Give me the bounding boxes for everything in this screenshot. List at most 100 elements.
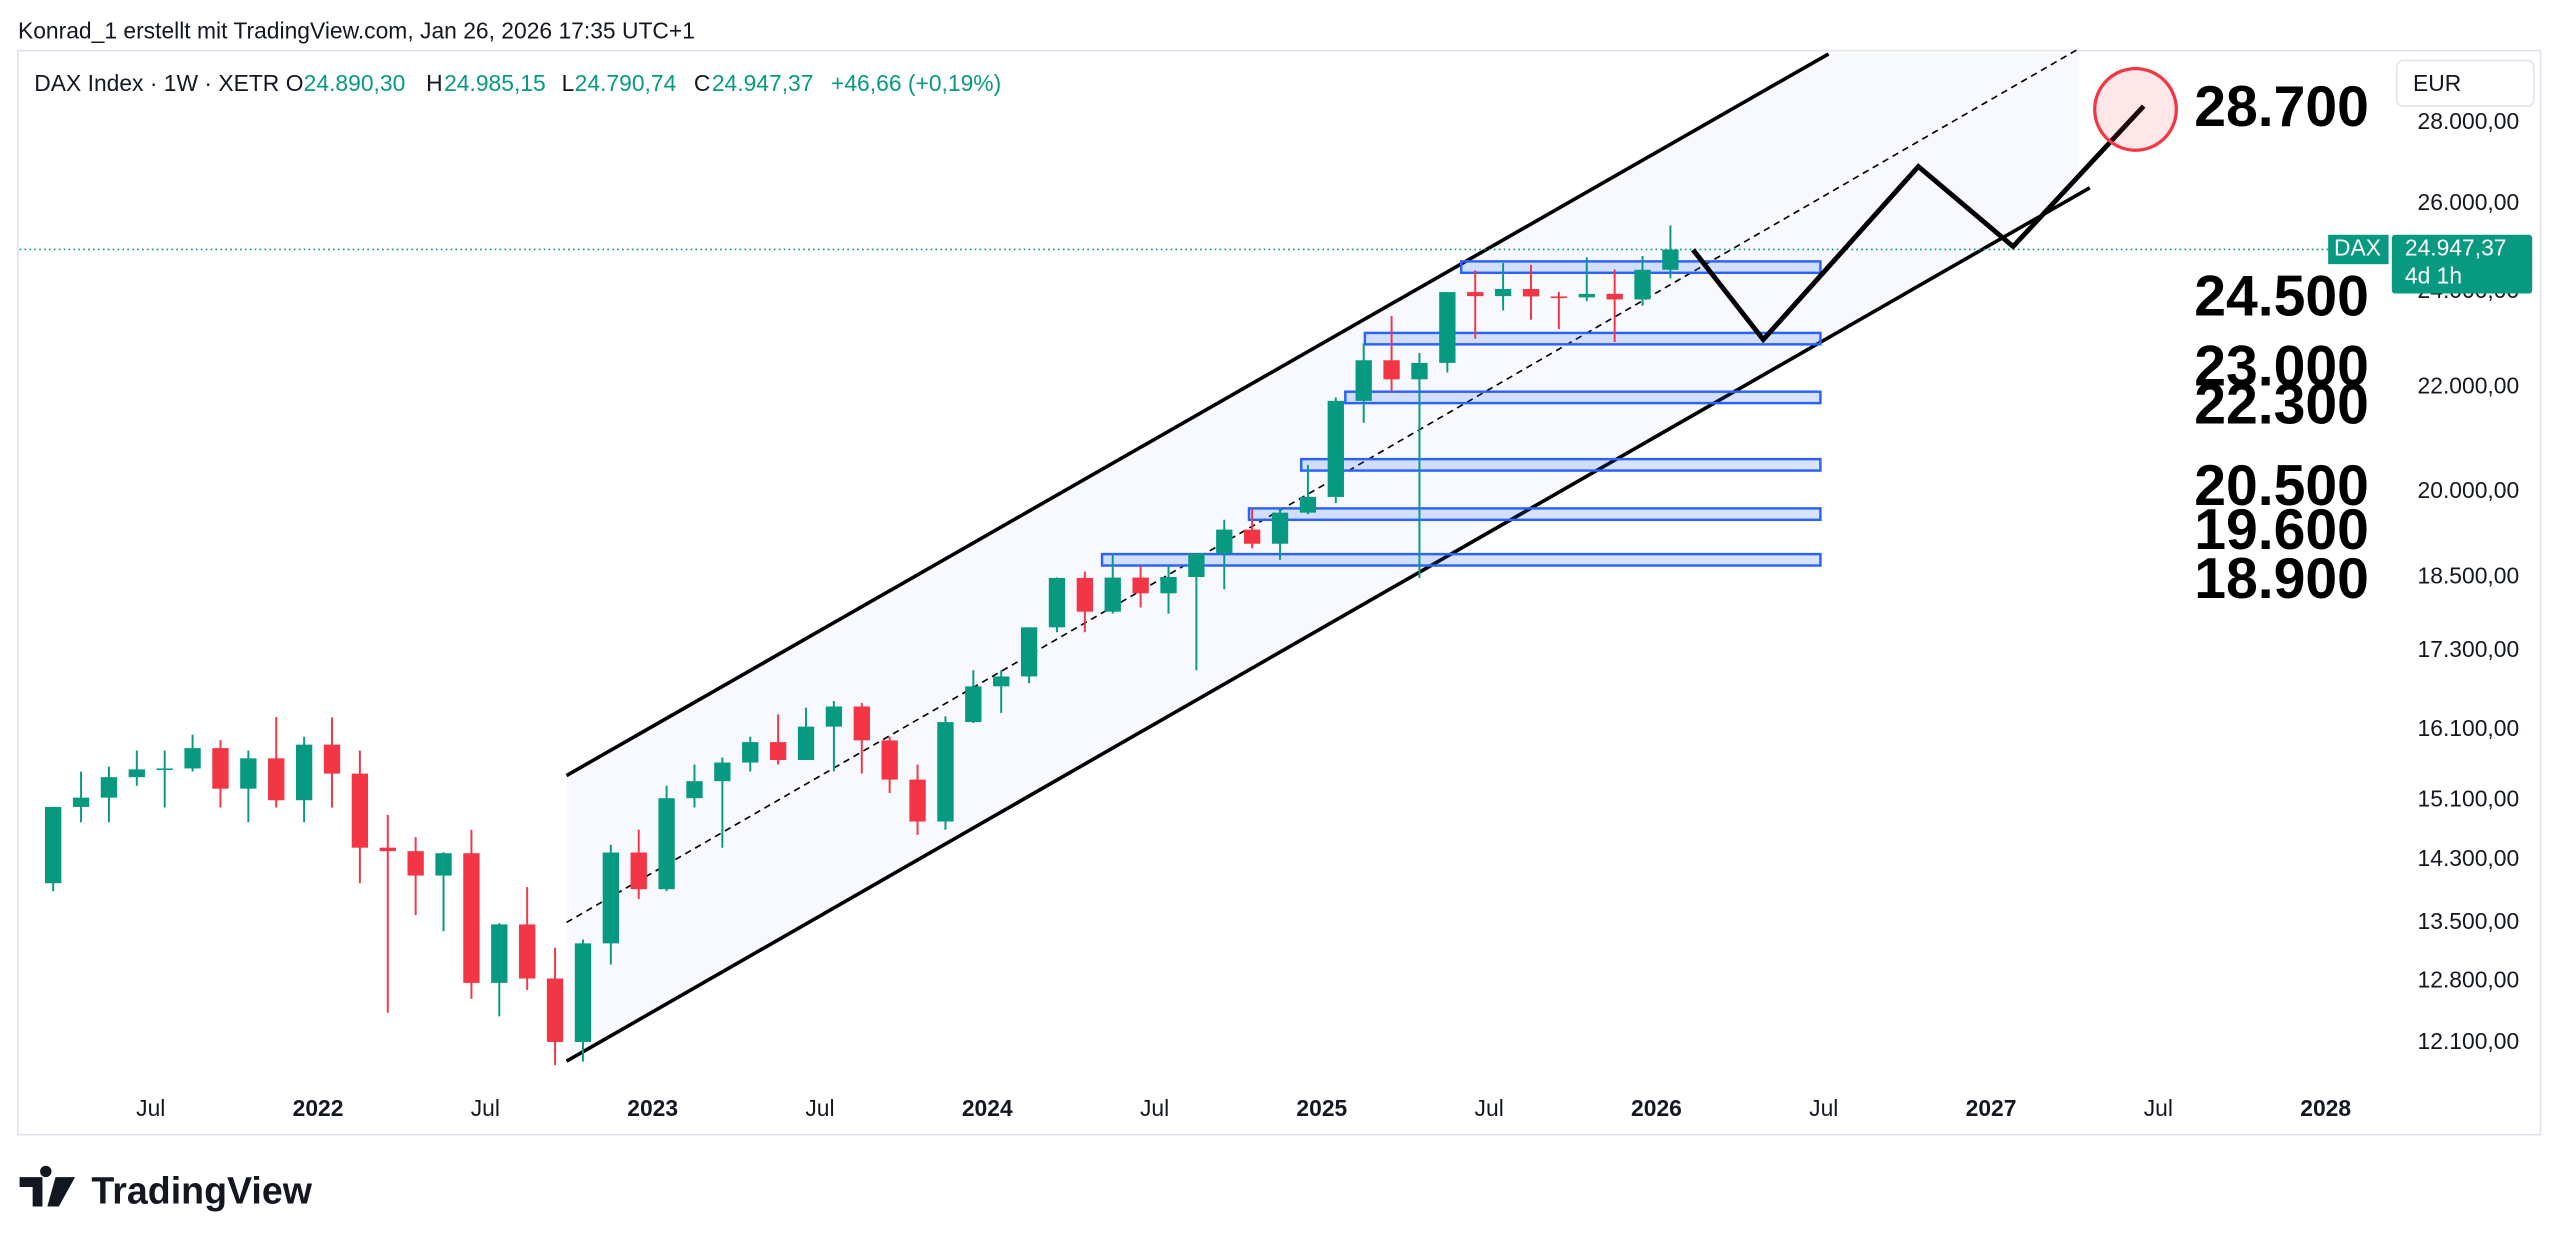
projection-path: [1691, 104, 2146, 344]
marks: [19, 225, 2329, 1066]
level-annotation: 19.600: [2194, 498, 2369, 562]
y-tick-label: 17.300,00: [2418, 636, 2520, 662]
zone: [1247, 507, 1822, 522]
x-tick-label: 2022: [293, 1095, 344, 1121]
price-tag-name-bg: [2328, 234, 2389, 265]
candle-body: [1439, 292, 1456, 363]
candle-body: [1188, 553, 1205, 577]
price-tag-countdown: 4d 1h: [2405, 262, 2462, 288]
candle-body: [1411, 362, 1428, 380]
candle-body: [825, 706, 843, 727]
candle-body: [1662, 249, 1679, 270]
level-annotation: 20.500: [2194, 454, 2369, 518]
candle-body: [295, 744, 313, 801]
level-annotation: 28.700: [2194, 75, 2369, 139]
y-tick-label: 15.100,00: [2418, 785, 2520, 811]
logo-icon: [19, 1165, 76, 1207]
candle-body: [1494, 288, 1512, 297]
candle-body: [240, 758, 257, 789]
x-tick-label: Jul: [471, 1095, 500, 1121]
legend-low: 24.790,74: [575, 70, 677, 96]
candle-body: [993, 676, 1010, 687]
candle-body: [937, 722, 954, 822]
candle-body: [546, 978, 564, 1042]
candle-body: [881, 740, 898, 780]
level-annotation: 24.500: [2194, 265, 2369, 329]
candle-body: [1634, 269, 1651, 300]
x-tick-label: 2026: [1631, 1095, 1682, 1121]
legend-o: O: [286, 70, 304, 96]
channel-mid: [566, 48, 2079, 924]
legend-h: H: [426, 70, 443, 96]
header: Konrad_1 erstellt mit TradingView.com, J…: [18, 18, 695, 44]
legend-change: +46,66 (+0,19%): [831, 70, 1001, 96]
candle-body: [435, 853, 452, 876]
candle-body: [212, 748, 229, 789]
target-circle: [2093, 66, 2178, 152]
candle-body: [574, 943, 592, 1042]
currency[interactable]: EUR: [2413, 70, 2461, 96]
candle-body: [1355, 360, 1372, 401]
x-tick-label: Jul: [1809, 1095, 1838, 1121]
x-tick-label: Jul: [805, 1095, 834, 1121]
logo: TradingView: [19, 1165, 313, 1211]
currency-button[interactable]: [2395, 59, 2535, 107]
candle-body: [72, 797, 90, 807]
y-tick-label: 12.800,00: [2418, 967, 2520, 993]
logo-text: TradingView: [91, 1169, 312, 1211]
candle-body: [407, 851, 424, 876]
y-tick-label: 22.000,00: [2418, 372, 2520, 398]
legend-open: 24.890,30: [304, 70, 406, 96]
candle-body: [1550, 296, 1568, 299]
candle-body: [1606, 293, 1623, 300]
x-tick-label: 2028: [2300, 1095, 2351, 1121]
candle-body: [1243, 529, 1261, 544]
x-tick-label: Jul: [136, 1095, 165, 1121]
legend-l: L: [562, 70, 575, 96]
candle-body: [1076, 577, 1094, 612]
candle-body: [1578, 293, 1595, 298]
candle-body: [45, 806, 62, 884]
y-tick-label: 18.500,00: [2418, 562, 2520, 588]
candle-body: [1299, 496, 1317, 513]
candle-body: [602, 852, 619, 944]
legend-c: C: [694, 70, 711, 96]
candle-body: [797, 726, 815, 761]
zone: [1344, 390, 1822, 405]
candle-body: [1327, 400, 1344, 497]
candle-body: [184, 748, 201, 769]
y-tick-label: 20.000,00: [2418, 477, 2520, 503]
candle-body: [323, 744, 341, 774]
candle-body: [491, 924, 508, 983]
level-annotation: 18.900: [2194, 547, 2369, 611]
x-tick-label: Jul: [1140, 1095, 1169, 1121]
y-tick-label: 14.300,00: [2418, 845, 2520, 871]
candle-body: [128, 769, 145, 778]
chart-frame: [17, 49, 2542, 1136]
candle-body: [1467, 292, 1484, 297]
candle-body: [463, 853, 480, 983]
candle-body: [156, 768, 173, 771]
candle-body: [100, 777, 118, 798]
candle-body: [1132, 577, 1149, 594]
price-tag-name: DAX: [2334, 235, 2381, 261]
candle-body: [714, 762, 731, 782]
level-annotation: 22.300: [2194, 372, 2369, 436]
candle-body: [658, 798, 675, 890]
candle-body: [1104, 577, 1121, 612]
candle-body: [519, 924, 536, 979]
candle-body: [351, 773, 369, 848]
candle-body: [1020, 627, 1038, 677]
candle-body: [742, 742, 759, 763]
zone: [1100, 552, 1822, 567]
x-tick-label: Jul: [2144, 1095, 2173, 1121]
candle-body: [1522, 288, 1540, 297]
y-tick-label: 16.100,00: [2418, 715, 2520, 741]
x-tick-label: Jul: [1475, 1095, 1504, 1121]
y-tick-label: 13.500,00: [2418, 908, 2520, 934]
candle-body: [1271, 512, 1289, 544]
candle-body: [853, 706, 870, 741]
zone: [1300, 457, 1822, 472]
